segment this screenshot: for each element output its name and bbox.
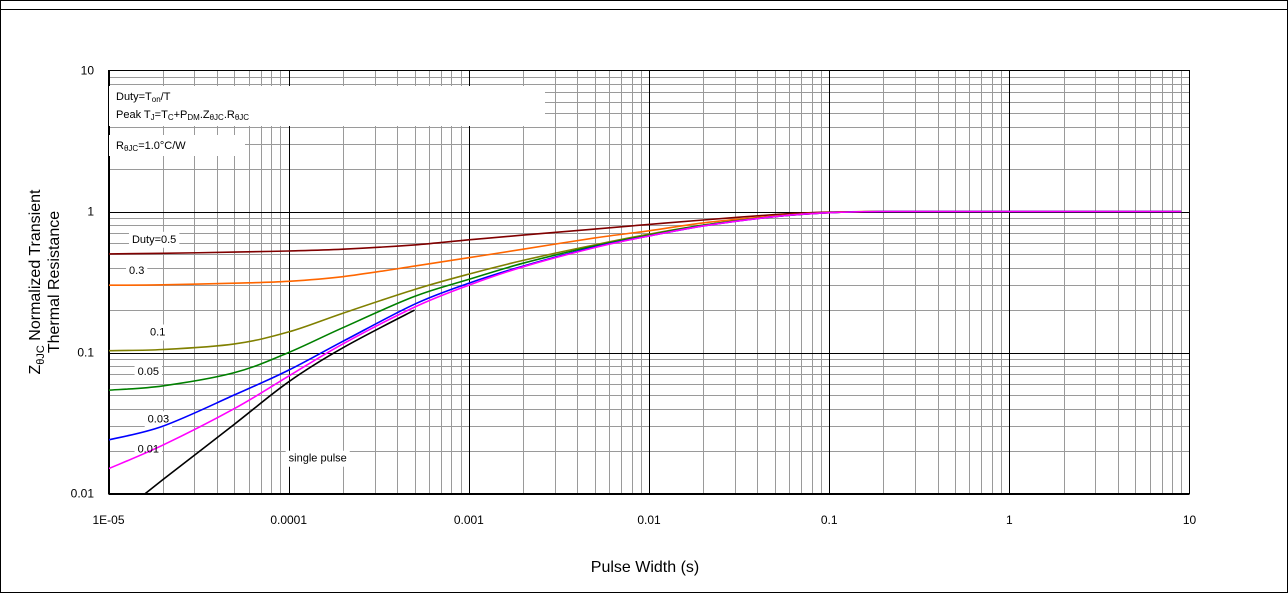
series-lines bbox=[108, 210, 1182, 495]
x-tick-labels: 1E-05 0.0001 0.001 0.01 0.1 1 10 bbox=[92, 513, 1196, 527]
y-axis-label-line1: ZθJC Normalized Transient bbox=[27, 189, 47, 375]
peak-sub: θJC bbox=[235, 113, 249, 122]
y-tick-label: 1 bbox=[87, 205, 94, 219]
x-tick-label: 0.001 bbox=[454, 513, 484, 527]
annotation-peak: Peak TJ=TC+PDM.ZθJC.RθJC bbox=[116, 109, 249, 122]
y-tick-label: 10 bbox=[81, 64, 95, 78]
series-labels: Duty=0.5 0.3 0.1 0.05 0.03 0.01 single pulse bbox=[129, 234, 347, 465]
series-label-bg bbox=[134, 441, 162, 458]
annotation-duty: Duty=Ton/T bbox=[116, 91, 171, 104]
series-label-6: single pulse bbox=[289, 453, 347, 465]
series-label-1: 0.3 bbox=[129, 265, 144, 277]
y-axis-label-line2: Thermal Resistance bbox=[46, 211, 63, 353]
y-tick-label: 0.1 bbox=[77, 346, 94, 360]
duty-label: Duty=T bbox=[116, 91, 152, 103]
peak-sub: C bbox=[168, 113, 174, 122]
rtheta-sub: θJC bbox=[124, 144, 138, 153]
series-label-3: 0.05 bbox=[138, 366, 159, 378]
y-tick-label: 0.01 bbox=[71, 487, 95, 501]
y-label-rest: Normalized Transient bbox=[27, 189, 44, 345]
series-label-bg bbox=[128, 231, 180, 248]
duty-sub: on bbox=[152, 95, 161, 104]
x-tick-label: 10 bbox=[1183, 513, 1197, 527]
series-label-0: Duty=0.5 bbox=[132, 234, 176, 246]
plot-border bbox=[108, 70, 1190, 494]
annotation-box: Duty=Ton/T Peak TJ=TC+PDM.ZθJC.RθJC RθJC… bbox=[108, 86, 545, 156]
major-gridlines bbox=[108, 70, 1190, 495]
series-line-5 bbox=[108, 210, 1182, 470]
series-label-bg bbox=[285, 450, 350, 467]
y-label-sub: θJC bbox=[35, 345, 47, 365]
peak-part: =T bbox=[155, 109, 168, 121]
x-tick-label: 0.1 bbox=[821, 513, 838, 527]
y-tick-labels: 0.01 0.1 1 10 bbox=[71, 64, 95, 501]
y-label-prefix: Z bbox=[27, 364, 44, 374]
series-label-bg bbox=[144, 411, 173, 428]
peak-part: +P bbox=[174, 109, 188, 121]
x-tick-label: 0.0001 bbox=[270, 513, 307, 527]
series-label-bg bbox=[147, 324, 169, 341]
peak-sub: DM bbox=[187, 113, 200, 122]
x-tick-label: 1E-05 bbox=[92, 513, 124, 527]
peak-sub: θJC bbox=[210, 113, 224, 122]
peak-part: Peak T bbox=[116, 109, 151, 121]
peak-sub: J bbox=[151, 113, 155, 122]
x-tick-label: 0.01 bbox=[637, 513, 661, 527]
annotation-rtheta: RθJC=1.0°C/W bbox=[116, 140, 186, 153]
series-label-5: 0.01 bbox=[138, 444, 159, 456]
y-axis-label-group: ZθJC Normalized Transient Thermal Resist… bbox=[27, 189, 63, 375]
series-label-bg bbox=[126, 263, 148, 280]
series-label-bg bbox=[134, 364, 162, 381]
rtheta-background bbox=[108, 135, 245, 156]
series-label-2: 0.1 bbox=[150, 326, 165, 338]
peak-part: .R bbox=[224, 109, 235, 121]
series-label-backgrounds bbox=[126, 231, 350, 467]
x-tick-label: 1 bbox=[1006, 513, 1013, 527]
rtheta-value: =1.0°C/W bbox=[138, 140, 186, 152]
x-axis-label: Pulse Width (s) bbox=[591, 559, 699, 576]
duty-tail: /T bbox=[161, 91, 171, 103]
peak-part: .Z bbox=[200, 109, 210, 121]
series-label-4: 0.03 bbox=[148, 413, 169, 425]
rtheta-label: R bbox=[116, 140, 124, 152]
series-line-6 bbox=[144, 309, 415, 495]
annotation-background bbox=[108, 86, 545, 126]
